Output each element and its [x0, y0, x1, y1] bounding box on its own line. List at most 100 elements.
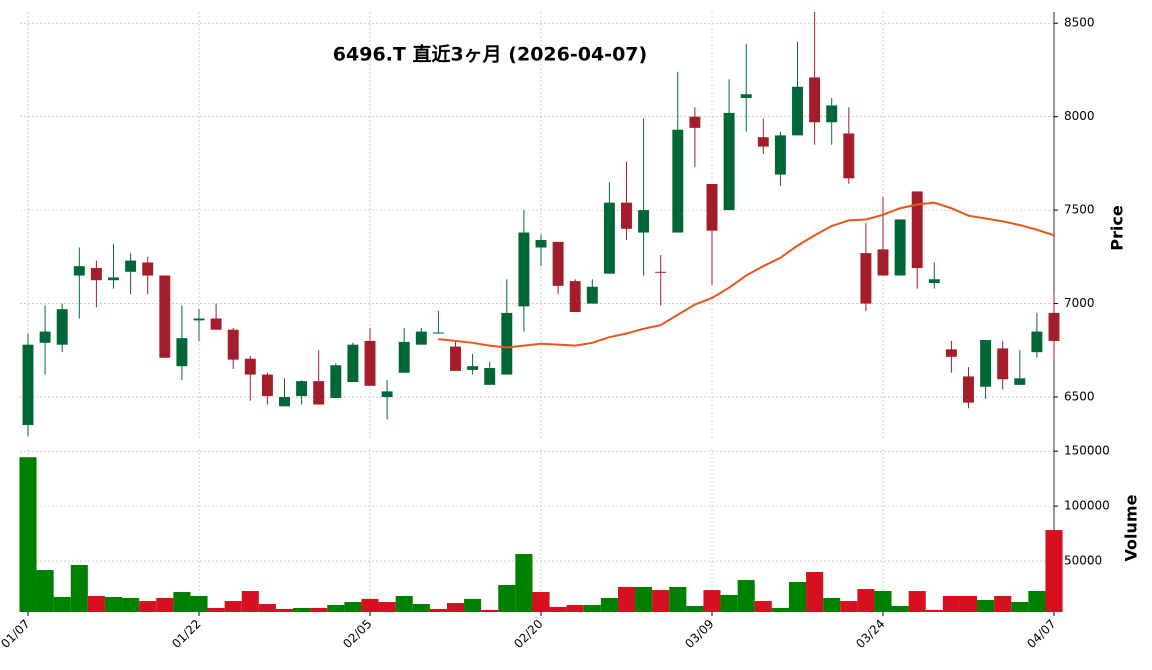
candle-body — [638, 210, 650, 233]
candle-body — [997, 348, 1009, 380]
volume-bar — [977, 600, 995, 612]
candle-body — [569, 281, 581, 312]
candle-body — [313, 381, 325, 405]
volume-bar — [959, 595, 978, 612]
candle-body — [757, 137, 769, 147]
volume-bar — [600, 597, 618, 612]
candle-body — [176, 338, 188, 367]
x-tick-label: 01/22 — [169, 617, 203, 651]
candle-body — [90, 268, 102, 281]
x-tick-label: 02/20 — [511, 617, 545, 651]
volume-bar — [429, 608, 447, 612]
candle-body — [1048, 312, 1060, 341]
candle-body — [535, 240, 547, 248]
volume-bar — [583, 604, 601, 612]
candle-body — [364, 340, 376, 386]
y-tick-label: 8000 — [1064, 109, 1095, 123]
volume-bar — [617, 586, 636, 612]
candle-body — [210, 318, 222, 330]
candle-body — [193, 318, 205, 321]
volume-bar — [361, 598, 379, 612]
y-axis-label: Price — [1108, 205, 1127, 251]
candle-body — [22, 344, 34, 426]
candle-body — [809, 77, 821, 123]
volume-bar — [310, 607, 328, 612]
candle-body — [552, 241, 564, 286]
volume-bar — [293, 607, 311, 612]
volume-bar — [823, 597, 841, 612]
candle-body — [501, 312, 513, 375]
candle-body — [655, 271, 667, 273]
candle-body — [261, 374, 273, 397]
volume-bar — [327, 604, 345, 612]
volume-bar — [874, 591, 892, 612]
volume-bar — [412, 603, 430, 612]
volume-bar — [549, 606, 567, 612]
candle-body — [826, 105, 838, 123]
volume-bar — [1028, 591, 1046, 612]
volume-bar — [446, 602, 465, 612]
volume-bar — [122, 597, 140, 612]
candle-body — [586, 286, 598, 304]
candle-body — [467, 366, 479, 370]
volume-bar — [241, 591, 259, 612]
y-tick-label: 7000 — [1064, 296, 1095, 310]
volume-bar — [224, 601, 242, 612]
x-tick-label: 02/05 — [340, 617, 374, 651]
x-tick-label: 01/07 — [0, 617, 33, 651]
volume-bar — [464, 598, 482, 612]
candle-body — [894, 219, 906, 276]
moving-average-line — [438, 201, 1055, 349]
x-tick-label: 03/24 — [853, 617, 887, 651]
volume-bar — [669, 586, 687, 612]
candle-body — [672, 129, 684, 233]
volume-bar — [840, 601, 858, 612]
candle-body — [723, 112, 735, 211]
candle-body — [159, 275, 171, 358]
volume-bar — [1011, 602, 1029, 612]
volume-bar — [720, 594, 738, 612]
volume-bar — [36, 570, 54, 612]
volume-bar — [635, 586, 653, 612]
candle-body — [484, 368, 496, 385]
y-tick-label: 7500 — [1064, 203, 1095, 217]
candle-body — [740, 94, 752, 98]
volume-bar — [53, 596, 71, 612]
volume-bar — [344, 602, 362, 612]
candle-body — [860, 253, 872, 304]
candle-body — [1031, 331, 1043, 353]
candle-body — [706, 183, 718, 231]
volume-bar — [258, 603, 276, 612]
volume-bar — [156, 597, 174, 612]
volume-bar — [942, 595, 960, 612]
volume-bar — [857, 589, 875, 612]
volume-bar — [207, 607, 225, 612]
y2-tick-label: 100000 — [1064, 499, 1110, 513]
candle-body — [56, 309, 68, 345]
volume-bar — [686, 605, 704, 612]
candle-body — [381, 391, 393, 398]
volume-bar — [87, 595, 105, 612]
candle-body — [774, 135, 786, 175]
candle-body — [603, 202, 615, 274]
candle-body — [518, 232, 530, 307]
candle-body — [142, 262, 154, 276]
candle-body — [432, 332, 444, 334]
volume-bar — [378, 602, 396, 612]
volume-bar — [737, 580, 755, 612]
volume-bar — [190, 595, 208, 612]
candle-body — [928, 279, 940, 284]
volume-bar — [104, 596, 123, 612]
x-tick-label: 03/09 — [682, 617, 716, 651]
candle-body — [877, 249, 889, 276]
volume-bar — [994, 595, 1012, 612]
volume-bar — [139, 601, 157, 612]
x-tick-label: 04/07 — [1024, 617, 1058, 651]
candle-body — [963, 376, 974, 403]
volume-bar — [173, 592, 191, 612]
candle-body — [347, 344, 359, 383]
y2-tick-label: 50000 — [1064, 554, 1102, 568]
volume-bar — [515, 554, 533, 612]
y-tick-label: 8500 — [1064, 16, 1095, 30]
